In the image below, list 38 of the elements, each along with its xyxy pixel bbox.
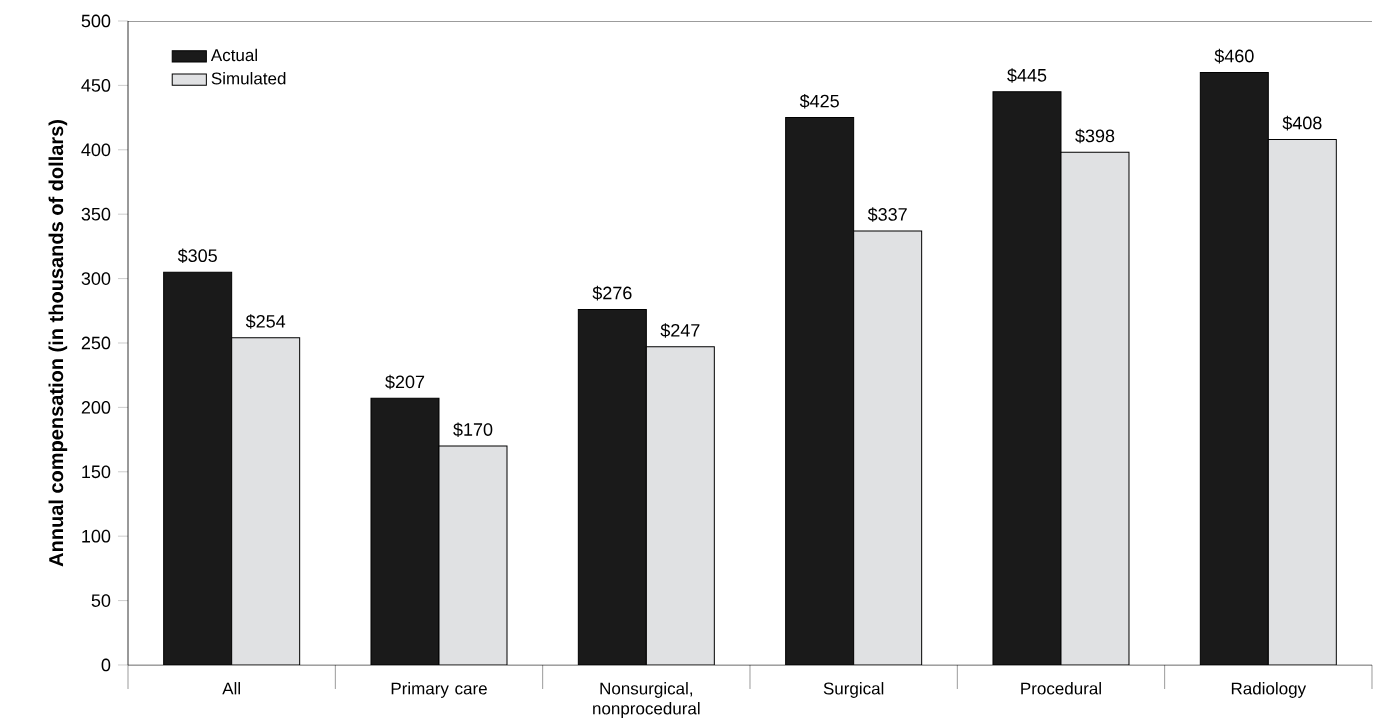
data-label: $460 xyxy=(1214,48,1254,64)
x-tick-label: Surgical xyxy=(823,682,884,698)
data-label: $337 xyxy=(867,207,907,222)
data-label: $408 xyxy=(1282,115,1322,131)
data-label: $170 xyxy=(453,422,493,437)
x-tick-label: Procedural xyxy=(1021,682,1101,695)
x-tick-label: Nonsurgical, nonprocedural xyxy=(593,682,700,718)
bar xyxy=(163,272,232,665)
y-tick-label: 100 xyxy=(82,529,111,543)
y-tick-label: 350 xyxy=(81,207,111,221)
y-tick-label: 0 xyxy=(101,658,111,672)
y-tick-label: 500 xyxy=(81,14,111,28)
bar xyxy=(1199,72,1269,665)
x-tick-label: Radiology xyxy=(1231,682,1307,698)
bar xyxy=(785,117,854,665)
y-axis-title: Annual compensation (in thousands of dollars) xyxy=(48,120,68,567)
y-tick-label: 450 xyxy=(81,79,111,92)
data-label: $305 xyxy=(177,248,217,264)
data-label: $207 xyxy=(385,374,425,390)
x-tick-label: Primary care xyxy=(391,682,487,698)
bar xyxy=(578,309,647,665)
data-label: $276 xyxy=(592,285,632,301)
data-label: $247 xyxy=(660,323,700,338)
legend-label: Simulated xyxy=(211,72,286,85)
data-label: $254 xyxy=(245,314,286,329)
bar xyxy=(992,91,1061,665)
y-tick-label: 300 xyxy=(81,272,111,285)
data-label: $398 xyxy=(1075,128,1115,144)
legend-label: Actual xyxy=(210,48,257,62)
x-tick-label: All xyxy=(222,682,240,695)
y-tick-label: 150 xyxy=(82,465,111,479)
data-label: $445 xyxy=(1007,68,1047,83)
y-tick-label: 250 xyxy=(81,336,111,350)
y-tick-label: 50 xyxy=(91,594,111,607)
bar xyxy=(370,398,439,665)
data-label: $425 xyxy=(799,93,839,109)
y-tick-label: 400 xyxy=(81,143,111,157)
y-tick-label: 200 xyxy=(81,401,111,414)
